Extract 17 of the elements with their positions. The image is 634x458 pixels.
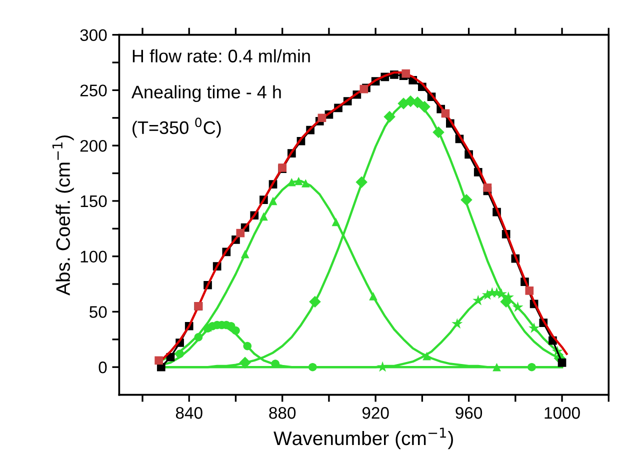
y-tick-label: 250 — [80, 84, 107, 96]
y-tick-label: 50 — [90, 306, 107, 318]
x-tick-label: 1000 — [544, 407, 580, 419]
annotation: (T=350 $^{0}$C) — [132, 118, 221, 138]
x-tick-label: 840 — [176, 407, 202, 419]
x-tick-label: 920 — [362, 407, 389, 419]
y-tick-label: 200 — [80, 140, 107, 152]
x-axis-title: Wavenumber (cm$^{−1}$) — [274, 428, 453, 450]
y-tick-label: 150 — [80, 195, 107, 208]
annotation: H flow rate: 0.4 ml/min — [132, 49, 310, 62]
y-tick-label: 300 — [80, 29, 107, 42]
x-tick-label: 880 — [269, 407, 296, 419]
annotation: Anealing time - 4 h — [131, 85, 281, 102]
y-axis-title: Abs. Coeff. (cm$^{−1}$) — [52, 135, 74, 296]
y-tick-label: 0 — [98, 362, 107, 374]
x-tick-label: 960 — [456, 407, 482, 419]
y-tick-label: 100 — [80, 250, 107, 263]
